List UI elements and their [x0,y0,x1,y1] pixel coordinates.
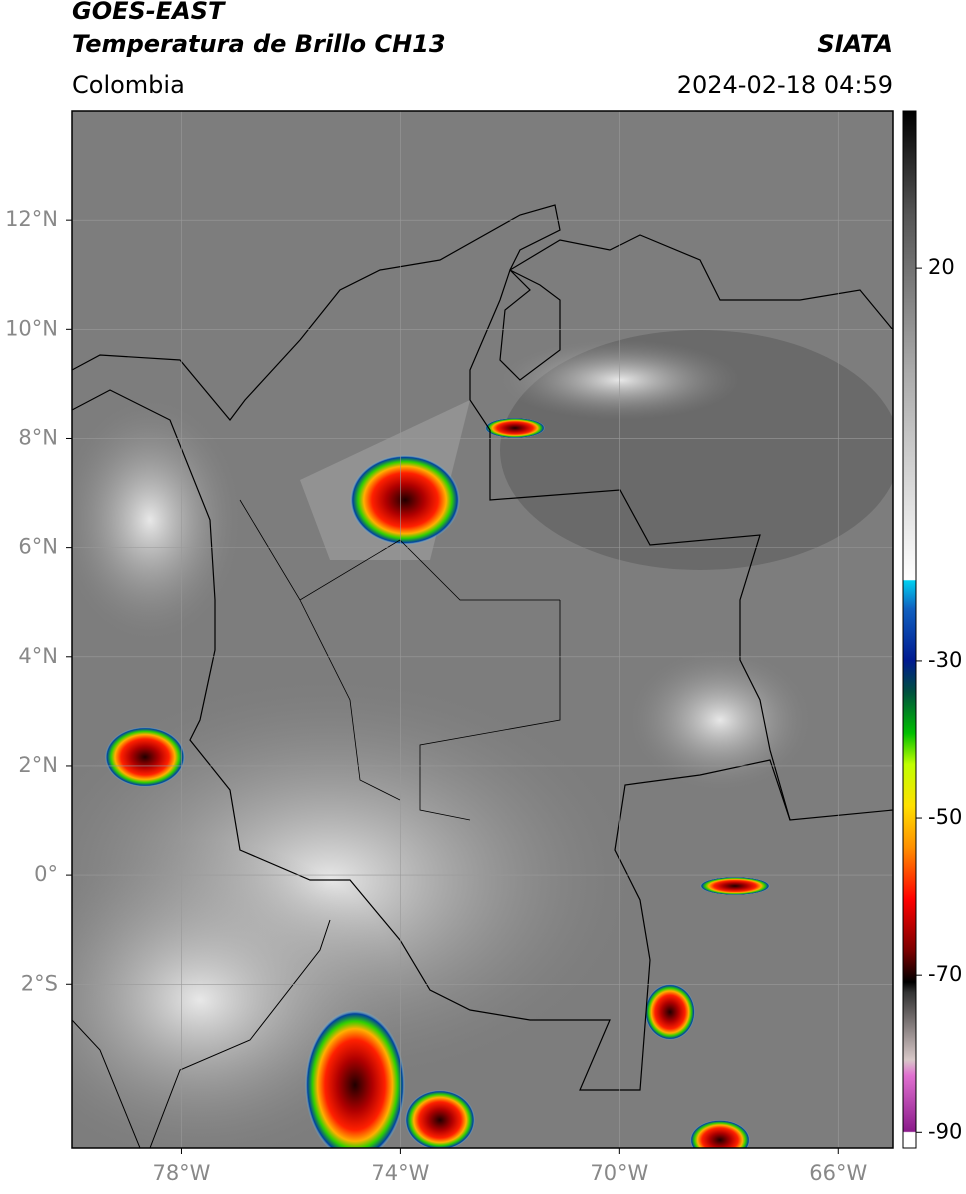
storm [645,984,695,1040]
region: Colombia [72,71,185,99]
colorbar-tick-label: -30 [928,648,962,672]
y-tick-label: 2°S [21,971,58,995]
storm [105,727,185,787]
y-tick-label: 0° [34,862,58,886]
x-tick-label: 70°W [590,1161,648,1185]
colorbar-tick-label: 20 [928,255,955,279]
y-tick-label: 6°N [18,535,58,559]
storm [405,1090,475,1148]
imagery [72,111,893,1148]
x-tick-label: 66°W [809,1161,867,1185]
y-tick-label: 12°N [5,207,58,231]
colorbar [902,110,917,1149]
cloud [630,650,810,790]
colorbar-tick-label: -90 [928,1119,962,1143]
cloud [500,340,740,420]
storm [700,877,770,895]
x-tick-label: 78°W [152,1161,210,1185]
department-border [239,499,561,821]
y-tick-label: 8°N [18,425,58,449]
cloud [72,400,240,640]
source: SIATA [817,30,893,58]
y-tick-label: 4°N [18,644,58,668]
storm [305,1010,405,1148]
country-border [72,919,331,1148]
storm [485,418,545,438]
subtitle: Temperatura de Brillo CH13 [72,30,446,58]
coastline-border [72,204,893,821]
y-tick-label: 10°N [5,316,58,340]
map-frame [71,110,894,1149]
storm [690,1120,750,1148]
x-tick-label: 74°W [371,1161,429,1185]
y-tick-label: 2°N [18,753,58,777]
colorbar-tick-label: -50 [928,805,962,829]
grid [72,111,893,1148]
datetime: 2024-02-18 04:59 [677,71,893,99]
coastline [509,234,893,331]
storm [350,455,460,545]
colorbar-tick-label: -70 [928,962,962,986]
title: GOES-EAST [72,0,226,25]
